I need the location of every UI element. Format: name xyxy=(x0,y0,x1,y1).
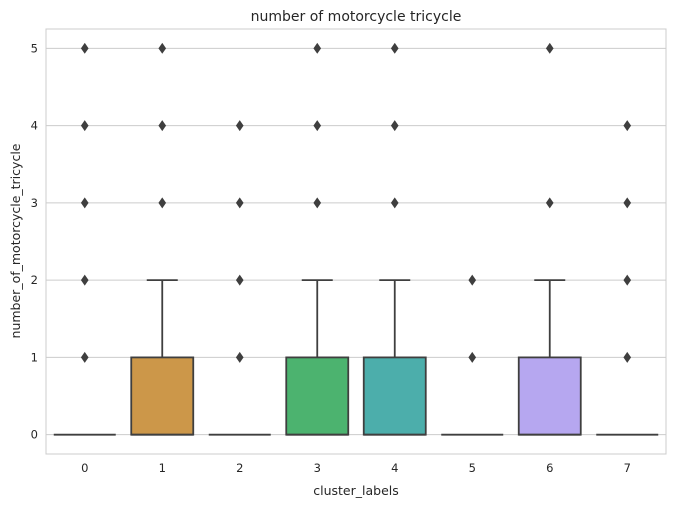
x-tick-label-6: 6 xyxy=(546,461,553,475)
x-axis-ticks: 0 1 2 3 4 5 6 7 xyxy=(81,461,631,475)
box-6 xyxy=(517,356,582,436)
outlier-3-4 xyxy=(313,120,322,132)
x-axis-label: cluster_labels xyxy=(313,483,399,498)
outlier-2-4 xyxy=(235,120,244,132)
x-tick-label-7: 7 xyxy=(624,461,631,475)
outlier-7-1 xyxy=(623,351,632,363)
x-tick-label-4: 4 xyxy=(391,461,398,475)
outlier-0-1 xyxy=(80,351,89,363)
y-axis-label: number_of_motorcycle_tricycle xyxy=(8,143,23,338)
box-group-4 xyxy=(362,42,427,436)
outlier-6-5 xyxy=(545,42,554,54)
outlier-1-5 xyxy=(158,42,167,54)
box-group-3 xyxy=(285,42,350,436)
box-group-2 xyxy=(208,120,271,436)
outlier-2-1 xyxy=(235,351,244,363)
outlier-1-4 xyxy=(158,120,167,132)
y-tick-label-3: 3 xyxy=(31,196,38,210)
outlier-0-5 xyxy=(80,42,89,54)
y-tick-label-0: 0 xyxy=(31,428,38,442)
y-tick-label-5: 5 xyxy=(31,41,38,55)
outlier-3-5 xyxy=(313,42,322,54)
outlier-1-3 xyxy=(158,197,167,209)
plot-area-frame xyxy=(45,28,667,455)
box-group-0 xyxy=(53,42,116,436)
box-group-1 xyxy=(130,42,195,436)
outlier-7-4 xyxy=(623,120,632,132)
y-tick-label-2: 2 xyxy=(31,273,38,287)
boxes xyxy=(53,42,659,436)
chart-title: number of motorcycle tricycle xyxy=(251,9,462,25)
x-tick-label-3: 3 xyxy=(314,461,321,475)
box-group-5 xyxy=(441,274,504,436)
x-tick-label-5: 5 xyxy=(469,461,476,475)
outlier-3-3 xyxy=(313,197,322,209)
outlier-7-3 xyxy=(623,197,632,209)
box-group-7 xyxy=(596,120,659,436)
outlier-5-1 xyxy=(468,351,477,363)
outlier-4-3 xyxy=(390,197,399,209)
outlier-6-3 xyxy=(545,197,554,209)
outlier-0-2 xyxy=(80,274,89,286)
x-tick-label-2: 2 xyxy=(236,461,243,475)
box-1 xyxy=(130,356,195,436)
outlier-5-2 xyxy=(468,274,477,286)
box-3 xyxy=(285,356,350,436)
box-4 xyxy=(362,356,427,436)
y-tick-label-1: 1 xyxy=(31,350,38,364)
outlier-4-5 xyxy=(390,42,399,54)
y-axis-ticks: 0 1 2 3 4 5 xyxy=(31,41,38,441)
outlier-4-4 xyxy=(390,120,399,132)
outlier-2-3 xyxy=(235,197,244,209)
box-group-6 xyxy=(517,42,582,436)
outlier-0-4 xyxy=(80,120,89,132)
x-tick-label-0: 0 xyxy=(81,461,88,475)
y-tick-label-4: 4 xyxy=(31,119,38,133)
outlier-7-2 xyxy=(623,274,632,286)
outlier-0-3 xyxy=(80,197,89,209)
outlier-2-2 xyxy=(235,274,244,286)
x-tick-label-1: 1 xyxy=(159,461,166,475)
